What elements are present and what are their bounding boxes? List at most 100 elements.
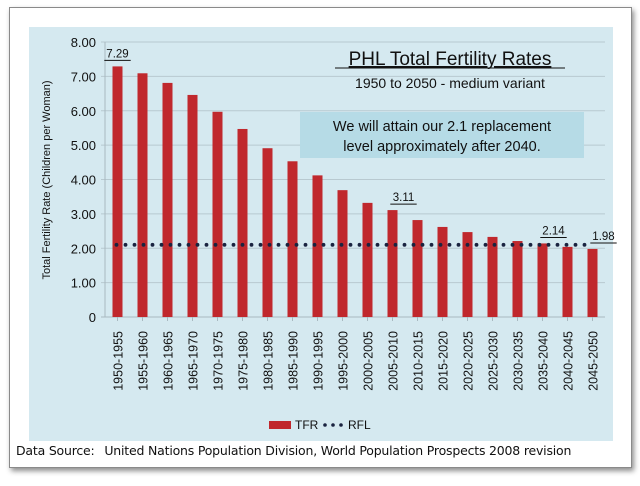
rfl-dot (231, 242, 236, 247)
rfl-dot (312, 242, 317, 247)
rfl-dot (258, 242, 263, 247)
x-tick-label: 1950-1955 (112, 331, 126, 391)
legend-rfl-marker (323, 423, 343, 427)
annotation-box (300, 112, 584, 158)
rfl-dot (132, 242, 137, 247)
bar (512, 241, 523, 317)
rfl-dot (483, 242, 488, 247)
rfl-dot (447, 242, 452, 247)
x-tick-label: 1990-1995 (312, 331, 326, 391)
x-tick-label: 1975-1980 (237, 331, 251, 391)
rfl-dot (510, 242, 515, 247)
chart-subtitle: 1950 to 2050 - medium variant (355, 75, 545, 91)
rfl-dot (357, 242, 362, 247)
y-tick-label: 4.00 (71, 173, 96, 188)
x-tick-label: 2015-2020 (437, 331, 451, 391)
x-tick-label: 1960-1965 (162, 331, 176, 391)
rfl-dot (537, 242, 542, 247)
rfl-dot (123, 242, 128, 247)
legend-rfl-label: RFL (348, 418, 371, 432)
rfl-dot (195, 242, 200, 247)
rfl-dot (222, 242, 227, 247)
x-tick-label: 2035-2040 (537, 331, 551, 391)
rfl-dot (285, 242, 290, 247)
bar (462, 232, 473, 317)
x-tick-label: 2025-2030 (487, 331, 501, 391)
bar (137, 73, 148, 317)
rfl-dot (150, 242, 155, 247)
data-label: 1.98 (592, 231, 614, 243)
data-labels: 7.29 3.11 2.14 1.98 (104, 48, 617, 244)
rfl-dot (213, 242, 218, 247)
y-tick-label: 0 (89, 310, 96, 325)
rfl-dot (249, 242, 254, 247)
y-tick-label: 6.00 (71, 104, 96, 119)
legend: TFR RFL (269, 418, 371, 432)
bar (112, 66, 123, 317)
rfl-dot (177, 242, 182, 247)
bar (537, 243, 548, 317)
x-tick-label: 1980-1985 (262, 331, 276, 391)
bar (387, 210, 398, 317)
rfl-dot (375, 242, 380, 247)
rfl-dot (348, 242, 353, 247)
y-tick-label: 1.00 (71, 276, 96, 291)
tfr-bars (112, 66, 598, 317)
rfl-dot (546, 242, 551, 247)
rfl-dot (528, 242, 533, 247)
y-axis-label: Total Fertility Rate (Children per Woman… (41, 80, 53, 279)
rfl-dot (294, 242, 299, 247)
rfl-dot (303, 242, 308, 247)
data-source-label: Data Source: (16, 443, 95, 458)
bar (412, 220, 423, 317)
rfl-dot (321, 242, 326, 247)
y-tick-label: 5.00 (71, 138, 96, 153)
bar (212, 111, 223, 317)
y-tick-label: 8.00 (71, 35, 96, 50)
rfl-dot (564, 242, 569, 247)
y-tick-label: 7.00 (71, 69, 96, 84)
rfl-dot (276, 242, 281, 247)
rfl-dot (456, 242, 461, 247)
bar (237, 128, 248, 317)
bar (362, 202, 373, 317)
bar (262, 148, 273, 317)
annotation-line-1: We will attain our 2.1 replacement (333, 119, 551, 135)
data-label: 3.11 (393, 192, 415, 204)
rfl-dot (465, 242, 470, 247)
rfl-dot (393, 242, 398, 247)
x-tick-label: 1995-2000 (337, 331, 351, 391)
rfl-dot (420, 242, 425, 247)
bar (162, 82, 173, 317)
legend-tfr-swatch (269, 421, 291, 429)
rfl-dot (555, 242, 560, 247)
data-source-text: United Nations Population Division, Worl… (104, 443, 572, 458)
rfl-dot (159, 242, 164, 247)
x-tick-label: 2030-2035 (512, 331, 526, 391)
rfl-dot (204, 242, 209, 247)
rfl-dot (366, 242, 371, 247)
y-axis-ticks: 0 1.00 2.00 3.00 4.00 5.00 6.00 7.00 8.00 (71, 35, 96, 325)
rfl-dot (240, 242, 245, 247)
x-tick-label: 2045-2050 (587, 331, 601, 391)
rfl-dot (339, 242, 344, 247)
x-tick-label: 1970-1975 (212, 331, 226, 391)
rfl-dot (402, 242, 407, 247)
rfl-dot (114, 242, 119, 247)
rfl-dot (429, 242, 434, 247)
y-tick-label: 3.00 (71, 207, 96, 222)
bar (437, 226, 448, 317)
x-tick-label: 2040-2045 (562, 331, 576, 391)
rfl-dot (519, 242, 524, 247)
rfl-dot (438, 242, 443, 247)
data-label: 2.14 (542, 225, 565, 237)
rfl-dot (474, 242, 479, 247)
rfl-dot (573, 242, 578, 247)
rfl-dot (168, 242, 173, 247)
x-tick-label: 1965-1970 (187, 331, 201, 391)
x-tick-label: 2020-2025 (462, 331, 476, 391)
x-tick-label: 2000-2005 (362, 331, 376, 391)
x-tick-label: 2010-2015 (412, 331, 426, 391)
rfl-dot (492, 242, 497, 247)
